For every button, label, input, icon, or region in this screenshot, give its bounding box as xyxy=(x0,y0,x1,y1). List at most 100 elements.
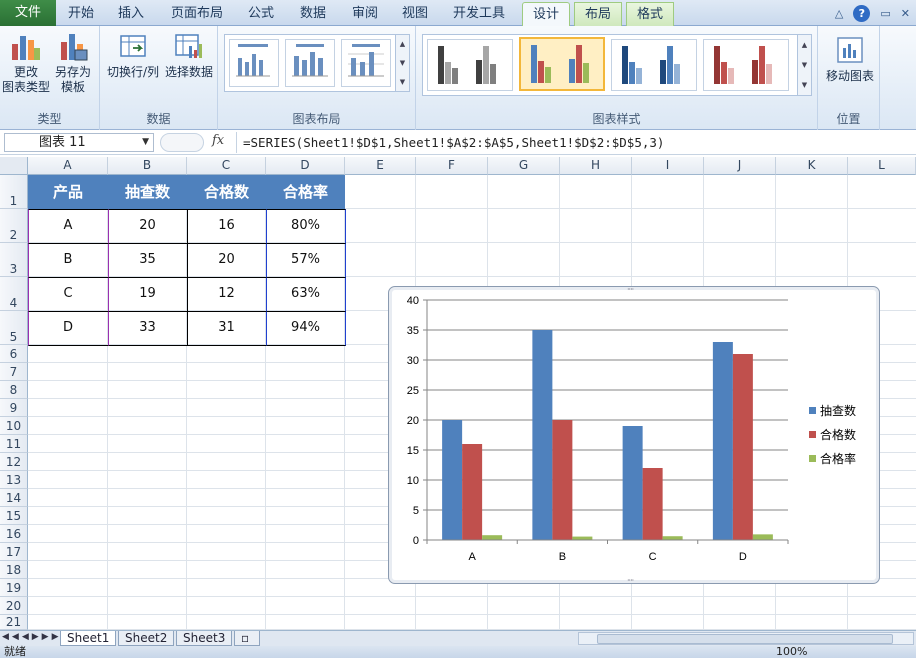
row-header-16[interactable]: 16 xyxy=(0,525,28,543)
table-cell[interactable]: 57% xyxy=(291,252,320,267)
table-cell[interactable]: D xyxy=(62,320,73,335)
column-header-a[interactable]: A xyxy=(28,157,108,175)
chevron-down-icon[interactable]: ▼ xyxy=(142,137,149,147)
chart-layout-1[interactable] xyxy=(229,39,279,87)
close-icon[interactable]: ✕ xyxy=(900,6,910,20)
table-cell[interactable]: B xyxy=(63,252,73,267)
name-box[interactable]: 图表 11 ▼ xyxy=(4,133,154,152)
chart-layout-gallery[interactable]: ▲ ▼ ▼ xyxy=(224,34,410,92)
row-header-9[interactable]: 9 xyxy=(0,399,28,417)
tab-insert[interactable]: 插入 xyxy=(117,6,144,21)
sheet-tab-3[interactable]: Sheet3 xyxy=(176,631,233,646)
row-header-20[interactable]: 20 xyxy=(0,597,28,615)
row-header-21[interactable]: 21 xyxy=(0,615,28,630)
table-cell[interactable]: 63% xyxy=(291,286,320,301)
row-header-2[interactable]: 2 xyxy=(0,209,28,243)
chart-style-gray[interactable] xyxy=(427,39,513,91)
chart-style-multicolor-selected[interactable] xyxy=(519,37,605,91)
restore-icon[interactable]: ▭ xyxy=(880,6,891,20)
table-cell[interactable]: 80% xyxy=(291,218,320,233)
column-header-g[interactable]: G xyxy=(488,157,560,175)
select-data-button[interactable]: 选择数据 xyxy=(162,30,216,80)
row-header-10[interactable]: 10 xyxy=(0,417,28,435)
tab-home[interactable]: 开始 xyxy=(67,6,94,21)
row-header-4[interactable]: 4 xyxy=(0,277,28,311)
chart-style-gallery[interactable]: ▲ ▼ ▼ xyxy=(422,34,812,96)
minimize-ribbon-icon[interactable]: △ xyxy=(834,6,844,20)
select-all-corner[interactable] xyxy=(0,157,28,175)
sheet-tab-2[interactable]: Sheet2 xyxy=(118,631,175,646)
table-cell[interactable]: C xyxy=(63,286,73,301)
table-cell[interactable]: 20 xyxy=(218,252,235,267)
tab-review[interactable]: 审阅 xyxy=(351,6,378,21)
save-as-template-button[interactable]: 另存为 模板 xyxy=(50,30,96,95)
column-header-h[interactable]: H xyxy=(560,157,632,175)
row-header-8[interactable]: 8 xyxy=(0,381,28,399)
change-chart-type-button[interactable]: 更改 图表类型 xyxy=(2,30,50,95)
insert-sheet-icon[interactable]: ▫ xyxy=(234,631,260,646)
column-header-c[interactable]: C xyxy=(187,157,266,175)
row-header-14[interactable]: 14 xyxy=(0,489,28,507)
table-cell[interactable]: 12 xyxy=(218,286,235,301)
column-header-d[interactable]: D xyxy=(266,157,345,175)
row-header-5[interactable]: 5 xyxy=(0,311,28,345)
sheet-tab-1[interactable]: Sheet1 xyxy=(60,631,117,646)
tab-view[interactable]: 视图 xyxy=(401,6,428,21)
column-header-f[interactable]: F xyxy=(416,157,488,175)
table-cell[interactable]: 31 xyxy=(218,320,235,335)
column-header-l[interactable]: L xyxy=(848,157,916,175)
table-cell[interactable]: 94% xyxy=(291,320,320,335)
row-header-7[interactable]: 7 xyxy=(0,363,28,381)
row-header-1[interactable]: 1 xyxy=(0,175,28,209)
chart-resize-handle-bottom[interactable]: ···· xyxy=(627,576,634,585)
insert-function-icon[interactable]: fx xyxy=(212,133,225,148)
column-header-i[interactable]: I xyxy=(632,157,704,175)
table-cell[interactable]: 33 xyxy=(139,320,156,335)
table-cell[interactable]: 19 xyxy=(139,286,156,301)
tab-formulas[interactable]: 公式 xyxy=(247,6,274,21)
column-header-j[interactable]: J xyxy=(704,157,776,175)
formula-input[interactable]: =SERIES(Sheet1!$D$1,Sheet1!$A$2:$A$5,She… xyxy=(236,132,912,153)
table-cell[interactable]: 35 xyxy=(139,252,156,267)
chart-style-red[interactable] xyxy=(703,39,789,91)
tab-layout[interactable]: 布局 xyxy=(574,2,622,26)
row-header-18[interactable]: 18 xyxy=(0,561,28,579)
row-header-13[interactable]: 13 xyxy=(0,471,28,489)
move-chart-button[interactable]: 移动图表 xyxy=(820,34,880,84)
style-gallery-scroll[interactable]: ▲ ▼ ▼ xyxy=(797,35,811,95)
table-cell[interactable]: 16 xyxy=(218,218,235,233)
table-header-cell[interactable]: 抽查数 xyxy=(108,175,187,209)
table-header-cell[interactable]: 产品 xyxy=(28,175,108,209)
sheet-nav-arrows-icon[interactable]: ◀◀◀▶▶▶ xyxy=(2,632,62,642)
table-cell[interactable]: 20 xyxy=(139,218,156,233)
row-header-17[interactable]: 17 xyxy=(0,543,28,561)
tab-format[interactable]: 格式 xyxy=(626,2,674,26)
horizontal-scrollbar[interactable] xyxy=(578,632,914,645)
chart-layout-2[interactable] xyxy=(285,39,335,87)
row-header-3[interactable]: 3 xyxy=(0,243,28,277)
tab-file[interactable]: 文件 xyxy=(0,0,56,26)
row-header-12[interactable]: 12 xyxy=(0,453,28,471)
tab-data[interactable]: 数据 xyxy=(299,6,326,21)
column-header-b[interactable]: B xyxy=(108,157,187,175)
tab-developer[interactable]: 开发工具 xyxy=(452,6,505,21)
table-cell[interactable]: A xyxy=(63,218,73,233)
row-header-19[interactable]: 19 xyxy=(0,579,28,597)
scrollbar-thumb[interactable] xyxy=(597,634,893,644)
row-header-11[interactable]: 11 xyxy=(0,435,28,453)
table-header-cell[interactable]: 合格率 xyxy=(266,175,345,209)
chart-resize-handle-top[interactable]: ···· xyxy=(627,285,634,294)
row-header-6[interactable]: 6 xyxy=(0,345,28,363)
help-icon[interactable]: ? xyxy=(853,4,871,22)
zoom-level[interactable]: 100% xyxy=(776,645,808,658)
chart-layout-3[interactable] xyxy=(341,39,391,87)
column-header-e[interactable]: E xyxy=(345,157,416,175)
chart-style-blue[interactable] xyxy=(611,39,697,91)
embedded-chart[interactable]: ···· ···· 0 5 10 15 20 25 30 35 40 A B C D 抽查数 合格数 合格率 xyxy=(388,285,880,585)
switch-row-column-button[interactable]: 切换行/列 xyxy=(104,30,162,80)
column-header-k[interactable]: K xyxy=(776,157,848,175)
tab-page-layout[interactable]: 页面布局 xyxy=(170,6,223,21)
layout-gallery-scroll[interactable]: ▲ ▼ ▼ xyxy=(395,35,409,91)
table-header-cell[interactable]: 合格数 xyxy=(187,175,266,209)
row-header-15[interactable]: 15 xyxy=(0,507,28,525)
